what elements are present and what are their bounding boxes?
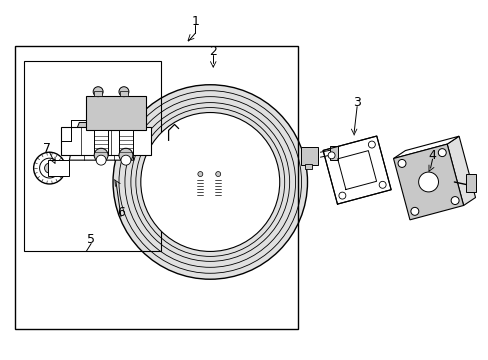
Circle shape — [44, 163, 54, 173]
Circle shape — [378, 181, 386, 188]
Circle shape — [40, 158, 60, 178]
Circle shape — [327, 152, 334, 159]
Circle shape — [437, 149, 446, 157]
Ellipse shape — [217, 164, 233, 190]
Bar — [47, 160, 69, 176]
Ellipse shape — [179, 163, 197, 191]
Bar — [24, 61, 161, 251]
Polygon shape — [393, 144, 463, 220]
Circle shape — [410, 207, 418, 215]
Circle shape — [96, 155, 106, 165]
Circle shape — [397, 159, 405, 167]
Circle shape — [338, 192, 345, 199]
Circle shape — [113, 85, 307, 279]
Bar — [94, 91, 102, 96]
Circle shape — [121, 155, 131, 165]
Text: 2: 2 — [209, 45, 217, 58]
Text: 4: 4 — [427, 149, 436, 162]
Polygon shape — [323, 136, 390, 204]
Polygon shape — [393, 136, 458, 158]
Circle shape — [119, 87, 129, 96]
Circle shape — [215, 172, 220, 176]
Circle shape — [93, 87, 103, 96]
Text: 3: 3 — [352, 96, 360, 109]
Text: 6: 6 — [117, 206, 124, 219]
Text: 5: 5 — [87, 233, 95, 246]
Bar — [304, 164, 312, 169]
Bar — [120, 91, 128, 96]
Circle shape — [450, 197, 458, 204]
Circle shape — [94, 148, 108, 162]
Bar — [15, 46, 297, 329]
Bar — [119, 130, 133, 155]
Circle shape — [367, 141, 375, 148]
Polygon shape — [74, 122, 129, 135]
Polygon shape — [446, 136, 474, 206]
Text: 1: 1 — [191, 15, 199, 28]
Circle shape — [34, 152, 65, 184]
Bar — [330, 146, 338, 160]
Text: 7: 7 — [42, 142, 50, 155]
Polygon shape — [69, 135, 134, 160]
Circle shape — [198, 172, 203, 176]
Bar — [94, 130, 108, 155]
Bar — [466, 174, 475, 192]
Bar — [300, 147, 318, 165]
Circle shape — [119, 148, 133, 162]
Circle shape — [418, 172, 438, 192]
Bar — [86, 96, 145, 130]
Bar — [61, 127, 150, 155]
Circle shape — [141, 113, 279, 251]
